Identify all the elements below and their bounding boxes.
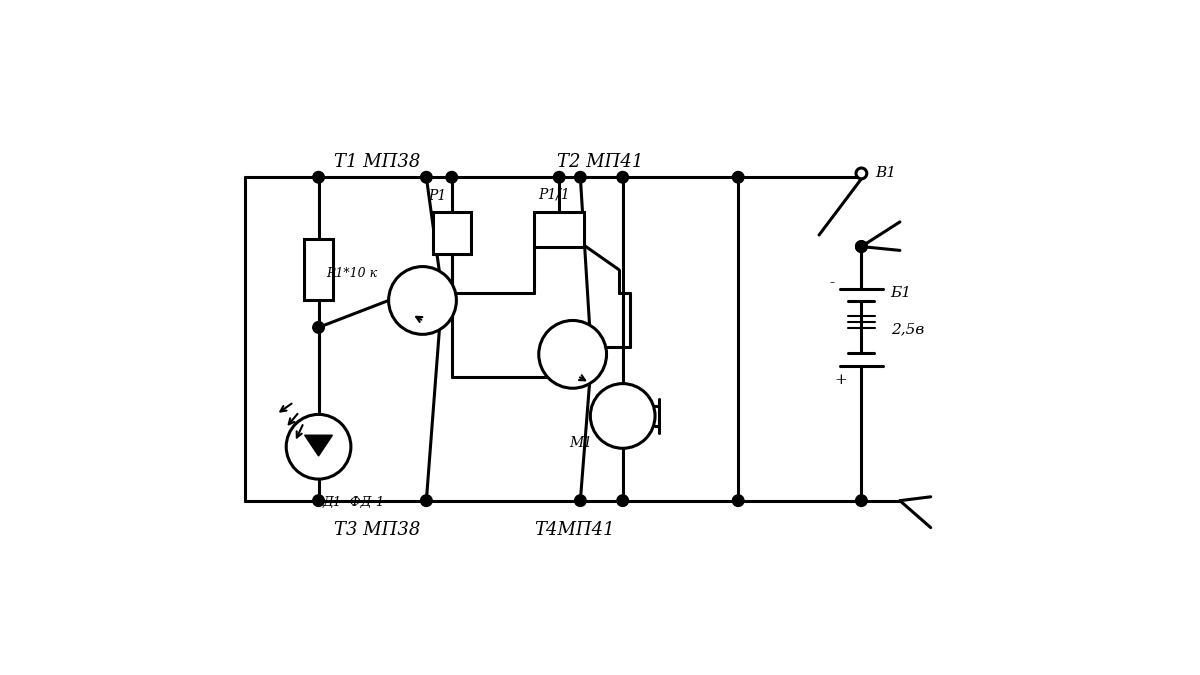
Text: 2,5в: 2,5в — [890, 322, 924, 336]
Polygon shape — [305, 435, 332, 456]
Text: Д1  ФД-1: Д1 ФД-1 — [323, 495, 385, 509]
Text: Р1/1: Р1/1 — [538, 187, 570, 201]
Circle shape — [590, 383, 655, 448]
Circle shape — [313, 321, 324, 333]
Circle shape — [389, 267, 456, 334]
Text: М1: М1 — [569, 436, 592, 450]
Bar — [304, 239, 334, 300]
Circle shape — [287, 414, 350, 479]
Circle shape — [732, 171, 744, 183]
Text: T2 МП41: T2 МП41 — [557, 153, 643, 171]
Text: Т4МП41: Т4МП41 — [534, 521, 614, 539]
Circle shape — [856, 168, 866, 179]
Text: R1*10 к: R1*10 к — [326, 267, 377, 280]
Text: Т3 МП38: Т3 МП38 — [334, 521, 420, 539]
Circle shape — [856, 241, 868, 252]
Circle shape — [313, 171, 324, 183]
Circle shape — [539, 321, 606, 388]
Bar — [432, 212, 472, 254]
Circle shape — [420, 171, 432, 183]
Text: Р1: Р1 — [428, 190, 446, 203]
Circle shape — [575, 171, 586, 183]
Bar — [534, 212, 584, 246]
Circle shape — [732, 495, 744, 506]
Circle shape — [575, 495, 586, 506]
Circle shape — [553, 171, 565, 183]
Text: Б1: Б1 — [890, 286, 912, 300]
Circle shape — [617, 495, 629, 506]
Text: T1 МП38: T1 МП38 — [334, 153, 420, 171]
Circle shape — [856, 495, 868, 506]
Circle shape — [446, 171, 457, 183]
Text: -: - — [829, 276, 834, 290]
Circle shape — [617, 171, 629, 183]
Circle shape — [420, 495, 432, 506]
Circle shape — [856, 241, 868, 252]
Text: +: + — [834, 373, 847, 387]
Circle shape — [313, 495, 324, 506]
Text: В1: В1 — [875, 167, 896, 180]
